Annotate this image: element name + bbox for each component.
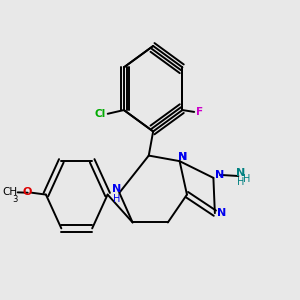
Text: N: N [236,168,246,178]
Text: 3: 3 [12,194,18,203]
Text: O: O [23,188,32,197]
Text: H: H [237,177,245,187]
Text: F: F [196,107,203,117]
Text: N: N [217,208,226,218]
Text: N: N [178,152,187,162]
Text: CH: CH [2,188,18,197]
Text: H: H [243,174,250,184]
Text: N: N [215,170,224,180]
Text: N: N [112,184,122,194]
Text: H: H [113,194,121,204]
Text: N: N [178,152,187,162]
Text: Cl: Cl [95,109,106,119]
